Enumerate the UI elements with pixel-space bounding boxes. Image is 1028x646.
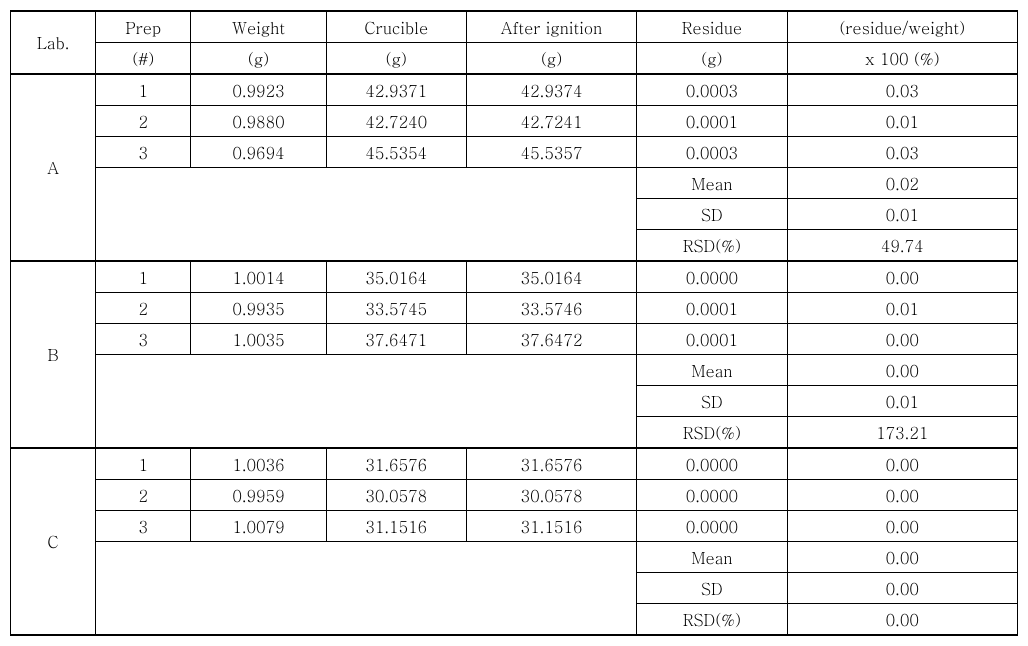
cell-after: 42.7241 <box>466 106 636 137</box>
cell-after: 35.0164 <box>466 261 636 293</box>
blank-span <box>96 355 637 449</box>
col-header-cruc-1: Crucible <box>326 11 466 43</box>
stat-label-mean: Mean <box>637 542 787 573</box>
lab-cell: A <box>11 74 96 261</box>
cell-residue: 0.0003 <box>637 74 787 106</box>
col-header-wt-2: (g) <box>191 43 326 75</box>
cell-crucible: 45.5354 <box>326 137 466 168</box>
col-header-prep-1: Prep <box>96 11 191 43</box>
cell-residue: 0.0001 <box>637 106 787 137</box>
cell-residue: 0.0000 <box>637 448 787 480</box>
cell-crucible: 30.0578 <box>326 480 466 511</box>
cell-after: 45.5357 <box>466 137 636 168</box>
stat-label-mean: Mean <box>637 168 787 199</box>
col-header-cruc-2: (g) <box>326 43 466 75</box>
col-header-res-2: (g) <box>637 43 787 75</box>
cell-rw: 0.00 <box>787 480 1018 511</box>
cell-weight: 0.9880 <box>191 106 326 137</box>
stat-label-sd: SD <box>637 199 787 230</box>
cell-prep: 3 <box>96 324 191 355</box>
col-header-rw-1: (residue/weight) <box>787 11 1018 43</box>
col-header-prep-2: (#) <box>96 43 191 75</box>
stat-value-rsd: 0.00 <box>787 604 1018 636</box>
stat-value-mean: 0.00 <box>787 355 1018 386</box>
lab-cell: B <box>11 261 96 448</box>
cell-prep: 2 <box>96 106 191 137</box>
stat-value-rsd: 173.21 <box>787 417 1018 449</box>
cell-prep: 1 <box>96 448 191 480</box>
cell-prep: 2 <box>96 293 191 324</box>
stat-value-sd: 0.00 <box>787 573 1018 604</box>
cell-prep: 3 <box>96 511 191 542</box>
cell-residue: 0.0000 <box>637 511 787 542</box>
blank-span <box>96 168 637 262</box>
cell-rw: 0.01 <box>787 293 1018 324</box>
cell-crucible: 33.5745 <box>326 293 466 324</box>
col-header-after-1: After ignition <box>466 11 636 43</box>
col-header-lab: Lab. <box>11 11 96 74</box>
cell-weight: 0.9959 <box>191 480 326 511</box>
cell-rw: 0.03 <box>787 137 1018 168</box>
cell-prep: 1 <box>96 74 191 106</box>
cell-crucible: 35.0164 <box>326 261 466 293</box>
cell-rw: 0.00 <box>787 261 1018 293</box>
cell-prep: 2 <box>96 480 191 511</box>
cell-crucible: 42.9371 <box>326 74 466 106</box>
cell-weight: 1.0079 <box>191 511 326 542</box>
cell-after: 37.6472 <box>466 324 636 355</box>
col-header-rw-2: x 100 (%) <box>787 43 1018 75</box>
col-header-after-2: (g) <box>466 43 636 75</box>
cell-residue: 0.0001 <box>637 293 787 324</box>
cell-crucible: 31.1516 <box>326 511 466 542</box>
cell-weight: 0.9694 <box>191 137 326 168</box>
cell-crucible: 37.6471 <box>326 324 466 355</box>
cell-rw: 0.00 <box>787 448 1018 480</box>
stat-label-sd: SD <box>637 573 787 604</box>
stat-label-rsd: RSD(%) <box>637 604 787 636</box>
stat-label-mean: Mean <box>637 355 787 386</box>
cell-after: 30.0578 <box>466 480 636 511</box>
lab-cell: C <box>11 448 96 635</box>
cell-rw: 0.01 <box>787 106 1018 137</box>
cell-prep: 3 <box>96 137 191 168</box>
stat-value-sd: 0.01 <box>787 199 1018 230</box>
cell-residue: 0.0001 <box>637 324 787 355</box>
col-header-wt-1: Weight <box>191 11 326 43</box>
stat-value-mean: 0.02 <box>787 168 1018 199</box>
residue-table: Lab.PrepWeightCrucibleAfter ignitionResi… <box>10 10 1018 636</box>
cell-crucible: 31.6576 <box>326 448 466 480</box>
cell-weight: 1.0035 <box>191 324 326 355</box>
stat-value-rsd: 49.74 <box>787 230 1018 262</box>
cell-weight: 0.9923 <box>191 74 326 106</box>
stat-label-rsd: RSD(%) <box>637 417 787 449</box>
cell-weight: 1.0014 <box>191 261 326 293</box>
cell-crucible: 42.7240 <box>326 106 466 137</box>
stat-value-mean: 0.00 <box>787 542 1018 573</box>
cell-prep: 1 <box>96 261 191 293</box>
cell-after: 31.1516 <box>466 511 636 542</box>
cell-after: 42.9374 <box>466 74 636 106</box>
stat-label-rsd: RSD(%) <box>637 230 787 262</box>
cell-rw: 0.00 <box>787 511 1018 542</box>
cell-rw: 0.00 <box>787 324 1018 355</box>
cell-residue: 0.0000 <box>637 261 787 293</box>
cell-weight: 0.9935 <box>191 293 326 324</box>
cell-after: 33.5746 <box>466 293 636 324</box>
cell-residue: 0.0003 <box>637 137 787 168</box>
cell-residue: 0.0000 <box>637 480 787 511</box>
stat-label-sd: SD <box>637 386 787 417</box>
stat-value-sd: 0.01 <box>787 386 1018 417</box>
blank-span <box>96 542 637 636</box>
cell-after: 31.6576 <box>466 448 636 480</box>
cell-rw: 0.03 <box>787 74 1018 106</box>
cell-weight: 1.0036 <box>191 448 326 480</box>
col-header-res-1: Residue <box>637 11 787 43</box>
